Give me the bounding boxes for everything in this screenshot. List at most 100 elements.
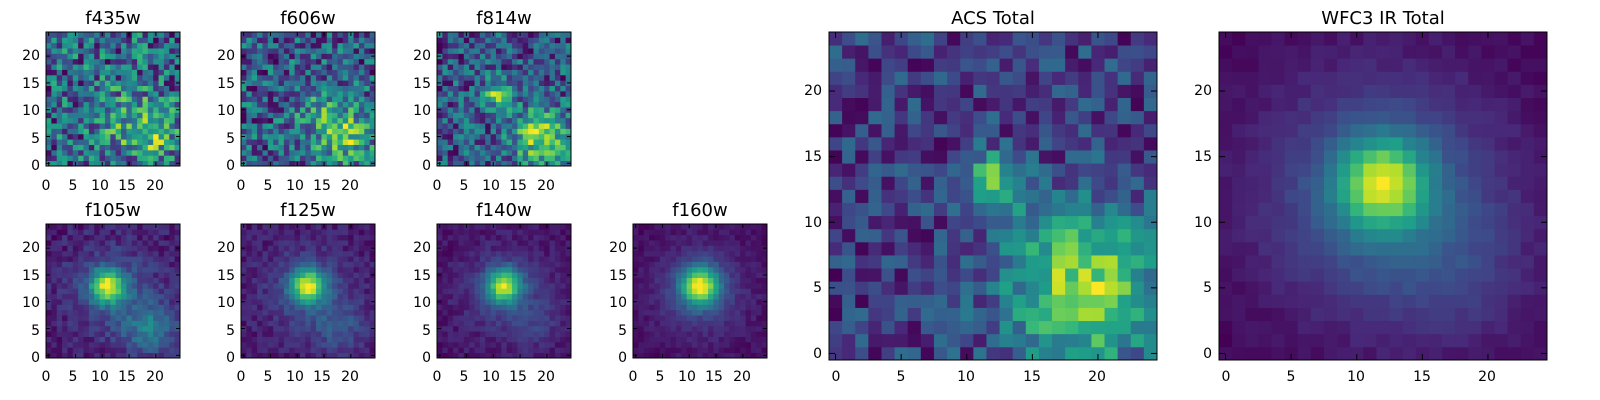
heatmap-pixel	[283, 299, 290, 305]
heatmap-pixel	[560, 309, 567, 316]
heatmap-pixel	[88, 90, 95, 97]
heatmap-pixel	[246, 112, 253, 119]
y-tick-label: 15	[217, 76, 235, 92]
heatmap-pixel	[104, 160, 111, 167]
heatmap-pixel	[533, 149, 540, 156]
heatmap-pixel	[528, 96, 534, 103]
heatmap-pixel	[960, 320, 974, 335]
heatmap-pixel	[289, 336, 295, 343]
heatmap-pixel	[442, 256, 449, 262]
heatmap-pixel	[474, 293, 481, 300]
heatmap-pixel	[115, 144, 122, 151]
heatmap-pixel	[147, 266, 154, 273]
heatmap-pixel	[51, 224, 58, 230]
heatmap-pixel	[353, 48, 360, 54]
heatmap-pixel	[842, 268, 856, 282]
heatmap-pixel	[549, 37, 556, 44]
heatmap-pixel	[273, 331, 279, 337]
heatmap-pixel	[485, 90, 491, 97]
heatmap-pixel	[267, 64, 274, 70]
heatmap-pixel	[633, 320, 639, 327]
heatmap-pixel	[147, 64, 154, 70]
heatmap-pixel	[115, 309, 122, 316]
heatmap-pixel	[163, 96, 170, 103]
heatmap-pixel	[99, 336, 106, 343]
heatmap-pixel	[670, 266, 677, 273]
heatmap-pixel	[104, 42, 111, 49]
heatmap-pixel	[638, 229, 645, 236]
heatmap-pixel	[999, 320, 1014, 335]
heatmap-pixel	[474, 234, 481, 241]
heatmap-pixel	[241, 282, 247, 289]
heatmap-pixel	[46, 315, 52, 321]
heatmap-pixel	[501, 101, 508, 108]
heatmap-pixel	[517, 331, 524, 337]
heatmap-pixel	[724, 293, 730, 300]
heatmap-pixel	[142, 155, 149, 162]
heatmap-pixel	[147, 250, 154, 257]
heatmap-pixel	[729, 234, 736, 241]
heatmap-pixel	[490, 325, 497, 332]
heatmap-pixel	[283, 64, 290, 70]
heatmap-pixel	[99, 96, 106, 103]
heatmap-pixel	[251, 64, 258, 70]
heatmap-pixel	[321, 245, 328, 252]
heatmap-pixel	[94, 331, 100, 337]
y-tick-labels: 0 5 10 15 20	[22, 240, 40, 366]
heatmap-pixel	[326, 320, 333, 327]
heatmap-pixel	[163, 341, 170, 348]
heatmap-pixel	[842, 255, 856, 269]
heatmap-pixel	[670, 282, 677, 289]
heatmap-pixel	[257, 352, 263, 359]
heatmap-pixel	[474, 90, 481, 97]
heatmap-pixel	[364, 144, 371, 151]
heatmap-pixel	[479, 336, 486, 343]
heatmap-pixel	[299, 266, 306, 273]
heatmap-pixel	[342, 101, 349, 108]
heatmap-pixel	[56, 277, 63, 284]
heatmap-pixel	[681, 288, 687, 295]
x-tick-label: 5	[460, 178, 469, 194]
heatmap-pixel	[686, 288, 693, 295]
heatmap-pixel	[881, 333, 895, 348]
heatmap-pixel	[104, 53, 111, 60]
heatmap-pixel	[485, 234, 491, 241]
heatmap-pixel	[262, 309, 269, 316]
heatmap-pixel	[121, 256, 127, 262]
heatmap-pixel	[447, 149, 454, 156]
heatmap-pixel	[495, 245, 502, 252]
heatmap-pixel	[544, 250, 550, 257]
heatmap-pixel	[724, 234, 730, 241]
heatmap-pixel	[273, 347, 279, 354]
heatmap-pixel	[1065, 255, 1079, 269]
heatmap-pixel	[72, 96, 79, 103]
heatmap-pixel	[126, 112, 133, 119]
heatmap-pixel	[453, 256, 459, 262]
y-tick-label: 15	[217, 268, 235, 284]
heatmap-pixel	[506, 133, 513, 140]
heatmap-pixel	[501, 309, 508, 316]
heatmap-pixel	[121, 347, 127, 354]
heatmap-pixel	[907, 333, 922, 348]
heatmap-pixel	[522, 144, 529, 151]
heatmap-pixel	[342, 37, 349, 44]
heatmap-pixel	[46, 74, 52, 81]
heatmap-pixel	[549, 325, 556, 332]
heatmap-pixel	[332, 309, 338, 316]
heatmap-pixel	[289, 155, 295, 162]
heatmap-pixel	[121, 42, 127, 49]
heatmap-pixel	[447, 123, 454, 129]
heatmap-pixel	[506, 282, 513, 289]
heatmap-pixel	[267, 48, 274, 54]
heatmap-pixel	[756, 277, 763, 284]
heatmap-pixel	[1130, 294, 1145, 308]
heatmap-pixel	[544, 309, 550, 316]
heatmap-pixel	[332, 101, 338, 108]
heatmap-pixel	[1038, 241, 1053, 256]
heatmap-pixel	[131, 325, 138, 332]
heatmap-pixel	[506, 341, 513, 348]
heatmap-pixel	[734, 325, 741, 332]
heatmap-pixel	[305, 101, 312, 108]
heatmap-pixel	[78, 325, 84, 332]
heatmap-pixel	[517, 293, 524, 300]
